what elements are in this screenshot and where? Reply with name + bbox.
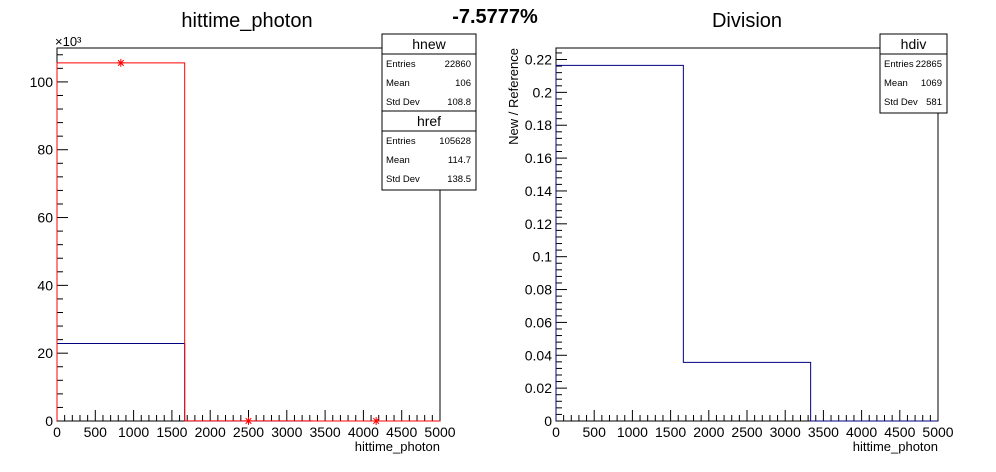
y-tick-label: 0.04: [525, 347, 552, 363]
x-axis: 0 500 1000 1500 2000 2500 3000 3500 4000 4500 5000…: [552, 410, 954, 454]
series-hdiv: [555, 64, 938, 422]
x-tick-label: 3500: [310, 424, 341, 440]
x-tick-label: 500: [84, 424, 108, 440]
x-axis-label: hittime_photon: [853, 439, 938, 454]
x-tick-label: 5000: [424, 424, 455, 440]
x-tick-label: 2500: [233, 424, 264, 440]
chart-title: Division: [712, 10, 782, 32]
stat-label: Entries: [386, 59, 416, 70]
x-tick-label: 0: [53, 424, 61, 440]
y-tick-label: 0.16: [525, 150, 552, 166]
x-axis: 0 500 1000 1500 2000 2500 3000 3500 4000 4500 5000…: [53, 410, 456, 454]
stat-box-frame: [381, 110, 477, 191]
stat-value: 138.5: [447, 174, 471, 185]
series-line-hdiv: [555, 64, 938, 422]
x-tick-label: 1000: [617, 424, 648, 440]
stat-box-hnew: hnew Entries 22860 Mean 106 Std Dev 108.8: [381, 33, 477, 114]
x-tick-label: 0: [552, 424, 560, 440]
series-href: [56, 58, 441, 425]
stat-value: 106: [455, 78, 471, 89]
stat-value: 105628: [439, 136, 471, 147]
stat-box-title: href: [417, 113, 441, 129]
y-tick-label: 0.02: [525, 380, 552, 396]
x-tick-label: 3500: [808, 424, 839, 440]
stat-value: 108.8: [447, 97, 471, 108]
y-axis: 0 0.02 0.04 0.06 0.08 0.1 0.12 0.14 0.16 0.18 0.2 0…: [506, 48, 567, 429]
stat-value: 22865: [916, 59, 942, 70]
x-tick-label: 5000: [922, 424, 953, 440]
stat-value: 1069: [921, 78, 942, 89]
y-tick-label: 0.22: [525, 52, 552, 68]
series-hnew: [56, 342, 440, 422]
stat-value: 581: [926, 97, 942, 108]
stat-label: Std Dev: [386, 97, 420, 108]
y-tick-label: 0: [45, 413, 53, 429]
y-axis: 0 20 40 60 80 100 ×10³: [30, 34, 82, 429]
ratio-percentage: -7.5777%: [452, 6, 538, 28]
stat-label: Std Dev: [884, 97, 918, 108]
stat-label: Mean: [386, 78, 410, 89]
y-tick-label: 60: [37, 210, 53, 226]
x-tick-label: 3000: [770, 424, 801, 440]
y-axis-multiplier: ×10³: [55, 34, 82, 49]
y-tick-label: 0.18: [525, 117, 552, 133]
y-tick-label: 0.14: [525, 183, 552, 199]
data-point-marker: [116, 58, 125, 67]
data-point-marker: [244, 416, 253, 425]
y-tick-label: 100: [30, 74, 54, 90]
stat-box-title: hdiv: [901, 36, 927, 52]
x-tick-label: 1500: [156, 424, 187, 440]
stat-value: 22860: [445, 59, 471, 70]
stat-label: Entries: [884, 59, 914, 70]
x-tick-label: 2000: [693, 424, 724, 440]
y-tick-label: 20: [37, 345, 53, 361]
x-tick-label: 4500: [386, 424, 417, 440]
x-tick-label: 4000: [846, 424, 877, 440]
x-tick-label: 4500: [884, 424, 915, 440]
stat-box-frame: [879, 33, 948, 114]
stat-box-title: hnew: [412, 36, 446, 52]
x-axis-label: hittime_photon: [355, 439, 440, 454]
y-tick-label: 0.2: [533, 84, 553, 100]
stat-label: Mean: [884, 78, 908, 89]
y-tick-label: 0.1: [533, 249, 553, 265]
chart-title: hittime_photon: [181, 10, 312, 32]
y-tick-label: 0: [544, 413, 552, 429]
x-tick-label: 3000: [271, 424, 302, 440]
x-tick-label: 4000: [348, 424, 379, 440]
y-tick-label: 0.06: [525, 314, 552, 330]
series-line-hnew: [56, 342, 440, 422]
stat-label: Entries: [386, 136, 416, 147]
x-tick-label: 500: [583, 424, 607, 440]
right-division-panel: Division 0 500 1000 1500 2000 2500 3000 3500 4000…: [506, 10, 954, 454]
y-tick-label: 40: [37, 277, 53, 293]
x-tick-label: 1500: [655, 424, 686, 440]
stat-value: 114.7: [448, 155, 471, 166]
x-tick-label: 1000: [118, 424, 149, 440]
stat-label: Std Dev: [386, 174, 420, 185]
y-tick-label: 0.12: [525, 216, 552, 232]
x-tick-label: 2000: [195, 424, 226, 440]
stat-box-frame: [381, 33, 477, 114]
y-tick-label: 0.08: [525, 282, 552, 298]
y-tick-label: 80: [37, 142, 53, 158]
x-tick-label: 2500: [731, 424, 762, 440]
data-point-marker: [372, 416, 381, 425]
y-axis-label: New / Reference: [506, 48, 521, 145]
stat-label: Mean: [386, 155, 410, 166]
